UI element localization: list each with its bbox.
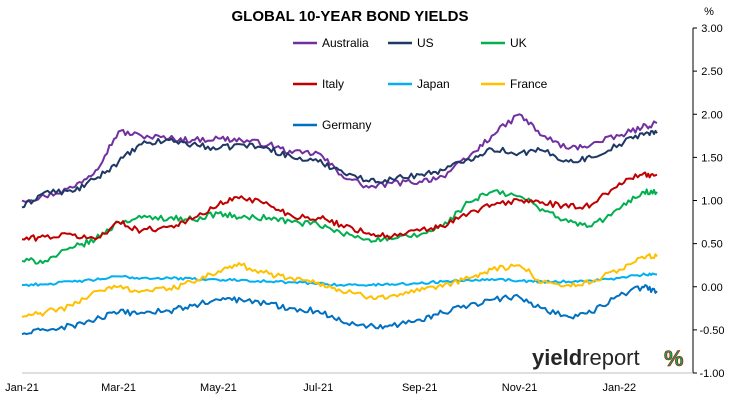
x-tick-label: May-21 — [200, 382, 237, 394]
x-tick-label: Mar-21 — [101, 382, 136, 394]
svg-text:yieldreport: yieldreport — [532, 345, 640, 370]
legend-label-uk: UK — [510, 36, 527, 50]
series-line-uk — [21, 188, 658, 265]
y-tick-label: 2.50 — [701, 66, 722, 78]
legend-label-us: US — [417, 36, 434, 50]
unit-label: % — [704, 6, 714, 18]
series-line-italy — [21, 171, 658, 242]
yieldreport-logo: yieldreport % — [532, 345, 684, 371]
logo-percent-symbol: % — [664, 346, 684, 371]
legend-label-germany: Germany — [322, 118, 371, 132]
x-tick-label: Sep-21 — [402, 382, 437, 394]
x-tick-label: Jan-21 — [5, 382, 39, 394]
x-tick-label: Nov-21 — [502, 382, 537, 394]
axes-group: -1.00 -0.50 0.00 0.50 1.00 1.50 2.00 2.50 3.00 Ja… — [5, 23, 724, 394]
series-line-japan — [22, 272, 658, 287]
x-tick-label: Jul-21 — [303, 382, 333, 394]
legend-label-japan: Japan — [417, 77, 450, 91]
logo-text-yield: yield — [532, 345, 582, 370]
y-tick-label: 0.00 — [701, 282, 722, 294]
legend-label-australia: Australia — [322, 36, 369, 50]
y-tick-label: -0.50 — [699, 325, 724, 337]
series-line-us — [21, 129, 658, 209]
series-line-france — [21, 253, 658, 318]
y-tick-label: 2.00 — [701, 109, 722, 121]
series-line-germany — [21, 284, 658, 336]
y-tick-label: 0.50 — [701, 239, 722, 251]
x-tick-label: Jan-22 — [603, 382, 637, 394]
chart-title: GLOBAL 10-YEAR BOND YIELDS — [232, 8, 469, 25]
y-tick-label: 1.50 — [701, 152, 722, 164]
logo-text-report: report — [582, 345, 639, 370]
series-line-australia — [21, 113, 658, 204]
series-layer — [21, 113, 658, 336]
legend: Australia US UK Italy Japan France Germany — [293, 36, 548, 132]
legend-label-italy: Italy — [322, 77, 344, 91]
y-tick-label: 3.00 — [701, 23, 722, 35]
y-tick-label: 1.00 — [701, 196, 722, 208]
y-tick-label: -1.00 — [699, 368, 724, 380]
legend-label-france: France — [510, 77, 548, 91]
